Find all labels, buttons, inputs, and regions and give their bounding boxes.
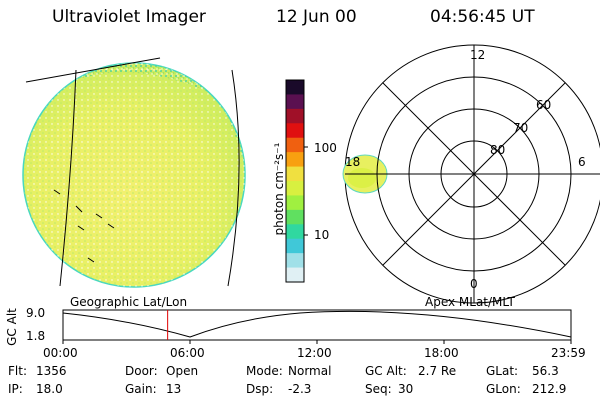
colorbar-tick-10: 10 xyxy=(314,228,330,242)
timeline-y-tick-low: 1.8 xyxy=(26,329,46,343)
earth-disk xyxy=(22,57,246,288)
door-key: Door: xyxy=(125,364,158,378)
gcalt-key: GC Alt: xyxy=(365,364,407,378)
gcalt-value: 2.7 Re xyxy=(418,364,457,378)
dsp-key: Dsp: xyxy=(246,382,274,396)
timeline-x-tick-3: 18:00 xyxy=(424,346,459,360)
colorbar-segment xyxy=(286,137,304,153)
timeline-x-tick-0: 00:00 xyxy=(43,346,78,360)
colorbar-segment xyxy=(286,253,304,269)
timeline-x-tick-2: 12:00 xyxy=(297,346,332,360)
seq-value: 30 xyxy=(398,382,414,396)
colorbar-segment xyxy=(286,181,304,197)
mlt-label-0: 0 xyxy=(470,277,478,291)
colorbar-segment xyxy=(286,108,304,124)
colorbar-segment xyxy=(286,195,304,211)
time-label: 04:56:45 UT xyxy=(430,7,535,27)
colorbar-segment xyxy=(286,267,304,283)
mode-value: Normal xyxy=(288,364,332,378)
mlat-label-80: 80 xyxy=(490,143,506,157)
glat-key: GLat: xyxy=(486,364,519,378)
ip-value: 18.0 xyxy=(36,382,63,396)
gain-key: Gain: xyxy=(125,382,157,396)
altitude-timeline xyxy=(62,309,572,344)
colorbar-segment xyxy=(286,166,304,182)
colorbar-segment xyxy=(286,209,304,225)
glon-value: 212.9 xyxy=(532,382,567,396)
flt-key: Flt: xyxy=(8,364,27,378)
instrument-title: Ultraviolet Imager xyxy=(52,7,206,27)
timeline-y-tick-high: 9.0 xyxy=(26,306,46,320)
mlt-label-6: 6 xyxy=(578,155,586,169)
date-label: 12 Jun 00 xyxy=(276,7,357,27)
glat-value: 56.3 xyxy=(532,364,559,378)
dsp-value: -2.3 xyxy=(288,382,312,396)
mlat-label-70: 70 xyxy=(513,121,529,135)
color-scale-bar xyxy=(285,79,308,283)
mlat-label-60: 60 xyxy=(536,98,552,112)
glon-key: GLon: xyxy=(486,382,521,396)
colorbar-segment xyxy=(286,94,304,110)
timeline-x-tick-1: 06:00 xyxy=(170,346,205,360)
colorbar-tick-100: 100 xyxy=(314,141,337,155)
apex-panel-label: Apex MLat/MLT xyxy=(425,295,515,309)
timeline-x-tick-4: 23:59 xyxy=(551,346,586,360)
geographic-panel-label: Geographic Lat/Lon xyxy=(70,295,188,309)
door-value: Open xyxy=(166,364,199,378)
polar-plot xyxy=(342,44,600,304)
colorbar-segment xyxy=(286,152,304,168)
flt-value: 1356 xyxy=(36,364,67,378)
mlt-label-18: 18 xyxy=(345,155,361,169)
seq-key: Seq: xyxy=(365,382,392,396)
ip-key: IP: xyxy=(8,382,23,396)
mode-key: Mode: xyxy=(246,364,283,378)
colorbar-segment xyxy=(286,224,304,240)
colorbar-segment xyxy=(286,238,304,254)
colorbar-unit-label: photon cm⁻²s⁻¹ xyxy=(272,142,286,236)
colorbar-segment xyxy=(286,80,304,96)
colorbar-segment xyxy=(286,123,304,139)
timeline-y-title: GC Alt xyxy=(5,308,19,346)
mlt-label-12: 12 xyxy=(470,48,486,62)
gain-value: 13 xyxy=(166,382,182,396)
colorbar-frame xyxy=(285,79,305,283)
